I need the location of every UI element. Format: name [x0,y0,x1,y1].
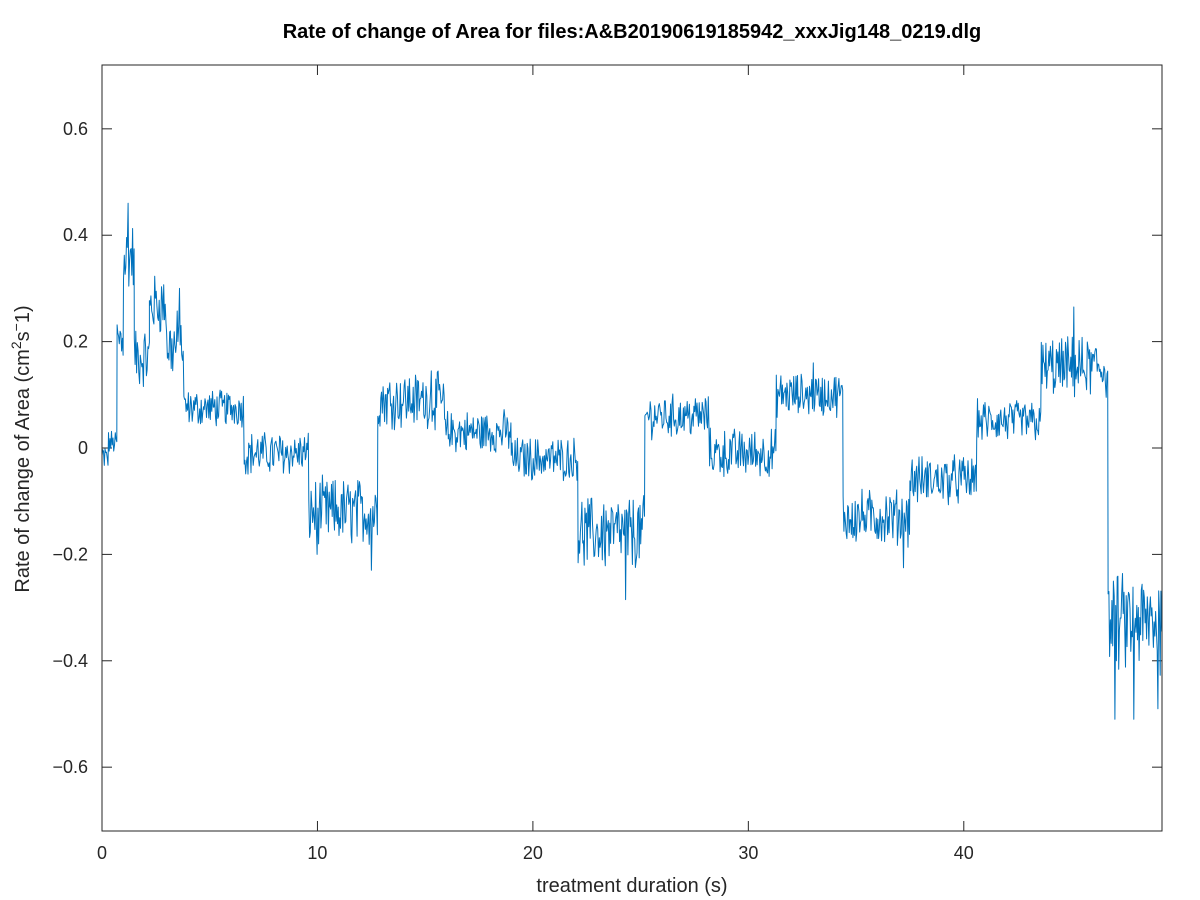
x-tick-label: 40 [954,843,974,863]
y-axis-label: Rate of change of Area (cm2s−1) [8,305,34,592]
y-tick-label: 0 [78,438,88,458]
y-tick-label: −0.2 [52,544,88,564]
y-tick-label: −0.4 [52,651,88,671]
y-label-sup2: − [8,323,24,331]
y-label-mid: s [12,331,34,341]
chart-title: Rate of change of Area for files:A&B2019… [283,21,982,43]
x-tick-label: 20 [523,843,543,863]
x-tick-label: 10 [307,843,327,863]
x-axis-label: treatment duration (s) [536,875,727,897]
y-tick-label: −0.6 [52,757,88,777]
plot-box [101,64,1163,832]
plot-area [102,65,1162,831]
series-line [101,202,1163,720]
y-label-sup1: 2 [8,341,24,349]
y-label-suffix: 1) [12,305,34,323]
y-tick-label: 0.4 [63,225,88,245]
y-label-prefix: Rate of change of Area (cm [12,349,34,592]
tick-labels: 0 10 20 30 40 −0.6 −0.4 −0.2 0 0.2 0.4 0.6 [52,119,973,863]
y-tick-label: 0.6 [63,119,88,139]
x-tick-label: 0 [97,843,107,863]
x-tick-label: 30 [738,843,758,863]
ticks [101,65,1162,831]
y-tick-label: 0.2 [63,332,88,352]
